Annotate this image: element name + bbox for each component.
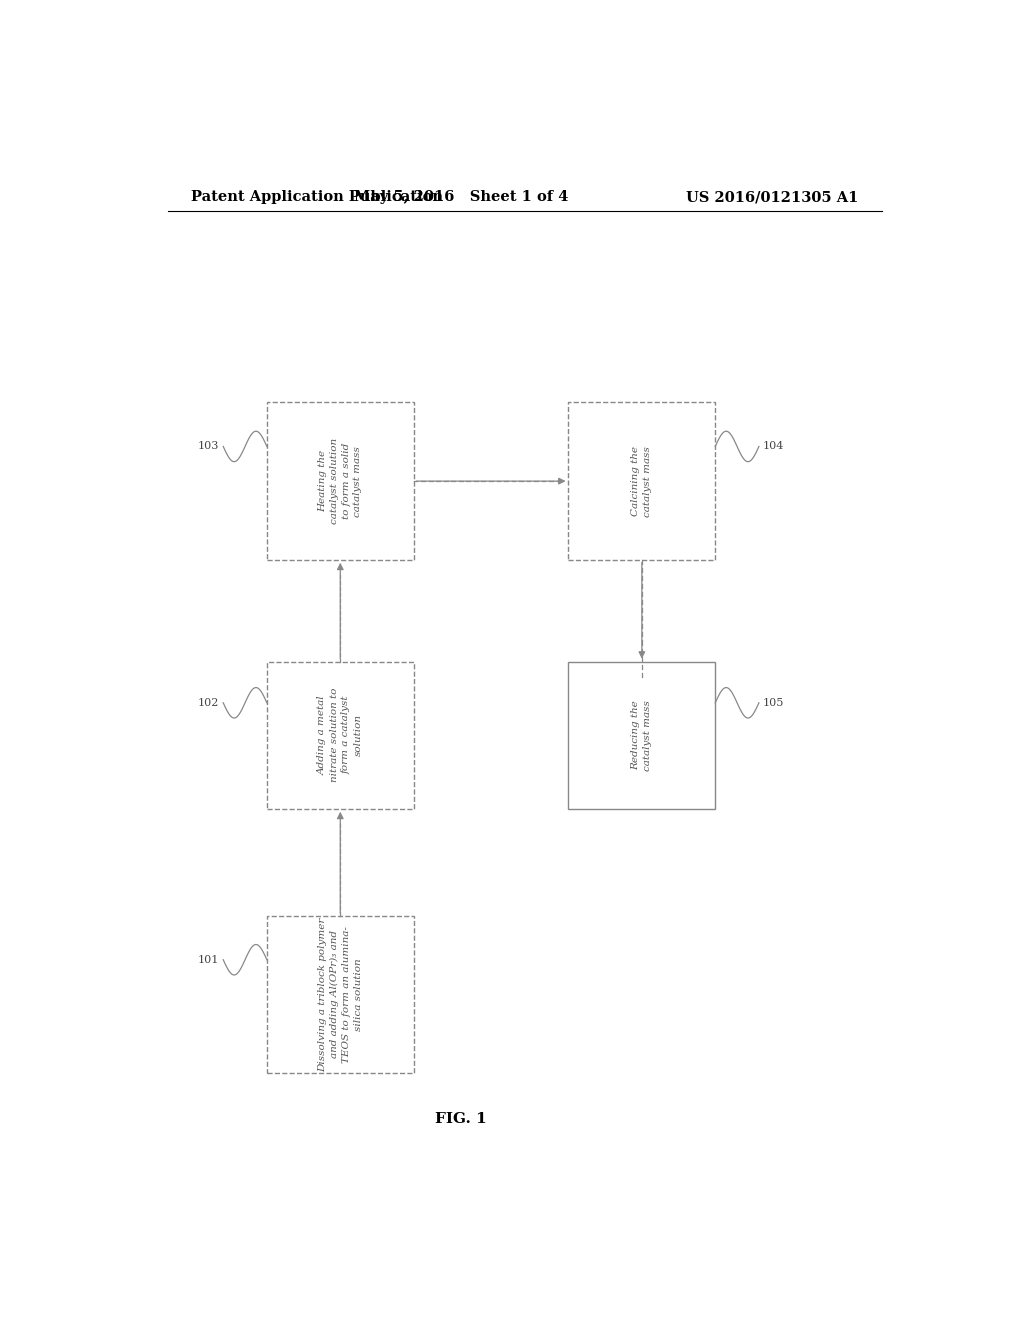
Text: 102: 102 (198, 698, 219, 708)
Text: Patent Application Publication: Patent Application Publication (191, 190, 443, 205)
Bar (267, 661, 414, 809)
Text: 104: 104 (763, 441, 784, 451)
Bar (267, 403, 414, 560)
Text: May 5, 2016   Sheet 1 of 4: May 5, 2016 Sheet 1 of 4 (354, 190, 568, 205)
Bar (267, 916, 414, 1073)
Text: US 2016/0121305 A1: US 2016/0121305 A1 (686, 190, 858, 205)
Text: 103: 103 (198, 441, 219, 451)
Text: FIG. 1: FIG. 1 (435, 1111, 487, 1126)
Text: Adding a metal
nitrate solution to
form a catalyst
solution: Adding a metal nitrate solution to form … (318, 688, 362, 783)
Text: Dissolving a triblock polymer
and adding Al(OPr)₃ and
TEOS to form an alumina-
s: Dissolving a triblock polymer and adding… (318, 917, 362, 1072)
Bar (568, 661, 715, 809)
Text: Reducing the
catalyst mass: Reducing the catalyst mass (632, 700, 652, 771)
Text: Calcining the
catalyst mass: Calcining the catalyst mass (632, 446, 652, 516)
Text: 105: 105 (763, 698, 784, 708)
Text: Heating the
catalyst solution
to form a solid
catalyst mass: Heating the catalyst solution to form a … (318, 438, 362, 524)
Text: 101: 101 (198, 954, 219, 965)
Bar (568, 403, 715, 560)
